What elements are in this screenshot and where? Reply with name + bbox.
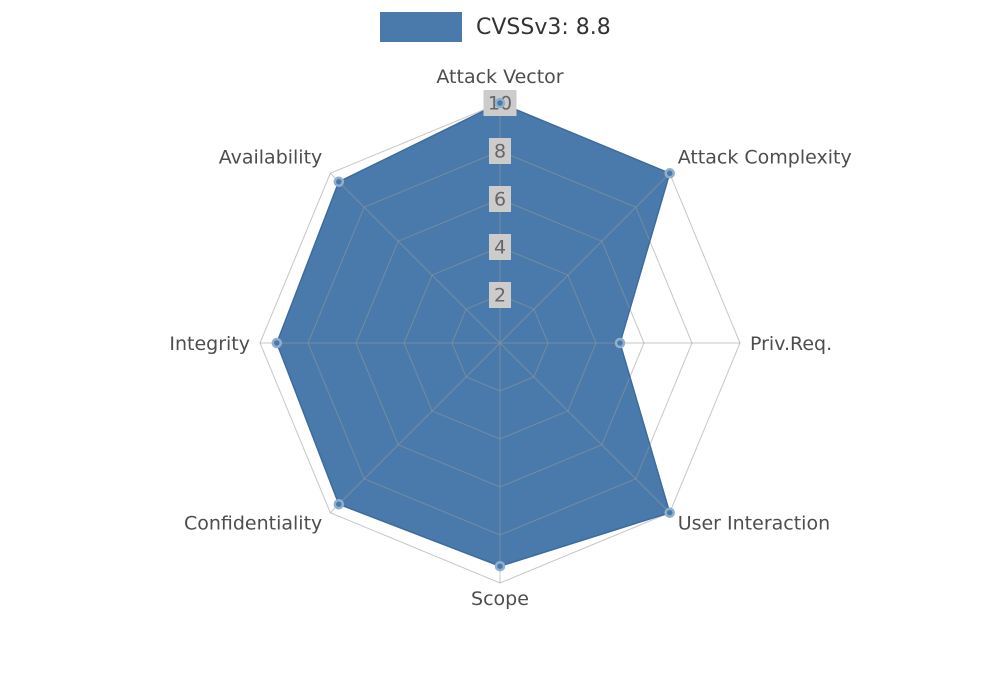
series-area: [276, 103, 670, 567]
vertex-marker-availability: [333, 176, 345, 188]
tick-label-box: [489, 138, 511, 164]
vertex-marker-confidentiality: [333, 498, 345, 510]
axis-label-scope: Scope: [471, 588, 529, 610]
vertex-marker-priv-req: [614, 337, 626, 349]
vertex-marker-attack-vector: [494, 97, 506, 109]
legend-swatch: [380, 12, 463, 42]
grid-spoke: [499, 172, 671, 344]
tick-label: 8: [494, 141, 506, 163]
legend-item[interactable]: CVSSv3: 8.8: [380, 12, 611, 42]
vertex-marker-integrity: [271, 337, 283, 349]
axis-label-integrity: Integrity: [169, 333, 250, 355]
axis-label-user-interaction: User Interaction: [678, 513, 830, 535]
grid-spoke: [329, 172, 501, 344]
tick-label-box: [489, 234, 511, 260]
tick-label: 6: [494, 189, 506, 211]
tick-label: 4: [494, 237, 506, 259]
tick-label: 2: [494, 285, 506, 307]
grid-spoke: [329, 342, 501, 514]
vertex-marker-user-interaction: [664, 507, 675, 518]
tick-label-box: [489, 186, 511, 212]
vertex-marker-scope: [494, 560, 506, 572]
axis-label-confidentiality: Confidentiality: [184, 513, 322, 535]
legend-label: CVSSv3: 8.8: [476, 14, 611, 40]
axis-label-priv-req: Priv.Req.: [750, 333, 832, 355]
grid-spoke: [499, 342, 671, 514]
axis-label-attack-complexity: Attack Complexity: [678, 146, 852, 168]
axis-label-attack-vector: Attack Vector: [436, 66, 563, 88]
tick-label-box: [489, 282, 511, 308]
axis-label-availability: Availability: [219, 146, 323, 168]
vertex-marker-attack-complexity: [664, 168, 675, 179]
